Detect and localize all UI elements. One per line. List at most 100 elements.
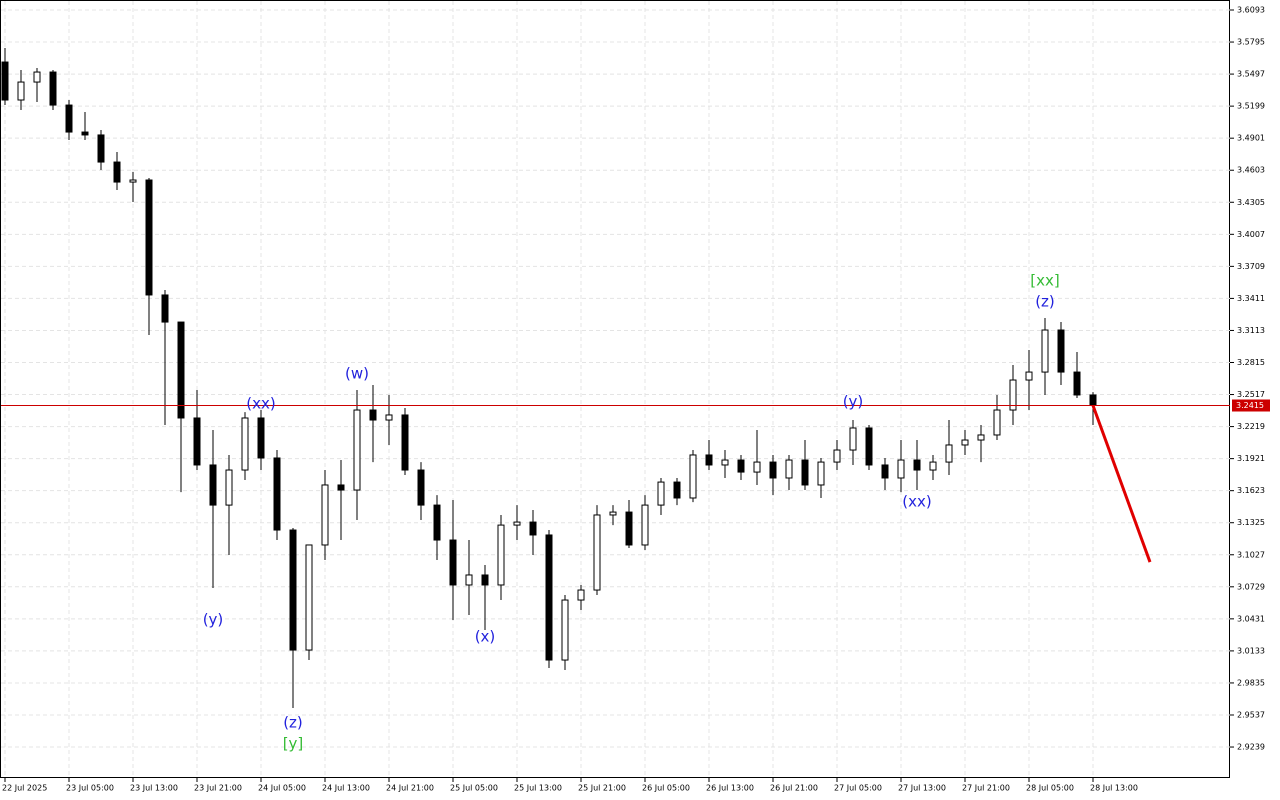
candle-body <box>1057 329 1065 373</box>
candle-body <box>337 484 345 491</box>
wave-label: [y] <box>283 735 304 753</box>
wave-label: (xx) <box>246 395 275 413</box>
candle-body <box>529 521 537 536</box>
candle-body <box>849 427 857 451</box>
wave-label: (z) <box>283 714 303 732</box>
candle-body <box>289 529 297 651</box>
wave-label: [xx] <box>1030 271 1059 289</box>
candle-body <box>49 71 57 106</box>
candle-body <box>817 461 825 486</box>
wave-label: (xx) <box>902 493 931 511</box>
candle-body <box>641 504 649 546</box>
candle-body <box>769 461 777 479</box>
y-tick-label: 3.0729 <box>1237 582 1265 591</box>
candle-body <box>929 461 937 471</box>
wave-label: (y) <box>203 611 224 629</box>
candle-body <box>177 321 185 419</box>
last-price-box <box>1232 399 1270 412</box>
candle-body <box>977 434 985 441</box>
candle-body <box>577 589 585 601</box>
candle-body <box>705 454 713 466</box>
x-tick-label: 24 Jul 05:00 <box>258 784 306 793</box>
candle-body <box>961 439 969 446</box>
last-price-label: 3.2415 <box>1236 401 1264 410</box>
x-tick-label: 25 Jul 21:00 <box>578 784 626 793</box>
x-tick-label: 24 Jul 21:00 <box>386 784 434 793</box>
candle-body <box>689 454 697 499</box>
candle-body <box>881 464 889 479</box>
y-tick-label: 3.5795 <box>1237 38 1265 47</box>
candle-body <box>433 504 441 541</box>
y-tick-label: 2.9835 <box>1237 678 1265 687</box>
candle-body <box>913 459 921 471</box>
wave-label: (x) <box>475 628 496 646</box>
candle-body <box>225 469 233 506</box>
candle-body <box>145 179 153 296</box>
wave-label: (z) <box>1035 293 1055 311</box>
candle-body <box>161 294 169 323</box>
candle-body <box>993 409 1001 436</box>
x-tick-label: 22 Jul 2025 <box>2 784 47 793</box>
candle-body <box>385 414 393 421</box>
candle-body <box>721 459 729 466</box>
candle-body <box>1073 371 1081 396</box>
y-tick-label: 3.3709 <box>1237 262 1265 271</box>
candle-body <box>369 409 377 421</box>
candle-body <box>33 71 41 83</box>
y-tick-label: 3.5199 <box>1237 102 1265 111</box>
candle-body <box>113 161 121 183</box>
y-tick-label: 3.6093 <box>1237 6 1265 15</box>
candle-body <box>801 459 809 486</box>
wave-label: (y) <box>843 393 864 411</box>
candle-body <box>401 414 409 471</box>
candle-body <box>1 61 9 101</box>
candle-body <box>417 469 425 506</box>
y-tick-label: 3.1921 <box>1237 454 1265 463</box>
y-tick-label: 3.2815 <box>1237 358 1265 367</box>
x-tick-label: 25 Jul 05:00 <box>450 784 498 793</box>
candle-body <box>257 417 265 459</box>
candle-body <box>1009 379 1017 411</box>
x-tick-label: 27 Jul 21:00 <box>962 784 1010 793</box>
candle-body <box>17 81 25 101</box>
candle-body <box>609 511 617 516</box>
y-tick-label: 3.0431 <box>1237 614 1265 623</box>
wave-label: (w) <box>345 364 369 382</box>
candle-body <box>209 464 217 506</box>
y-tick-label: 3.2219 <box>1237 422 1265 431</box>
candle-body <box>273 457 281 531</box>
candle-body <box>945 444 953 463</box>
y-tick-label: 3.2517 <box>1237 390 1265 399</box>
candle-body <box>481 574 489 586</box>
candle-body <box>737 459 745 473</box>
y-tick-label: 3.4305 <box>1237 198 1265 207</box>
candle-body <box>785 459 793 479</box>
x-tick-label: 23 Jul 21:00 <box>194 784 242 793</box>
forecast-line <box>1091 404 1152 563</box>
candle-body <box>753 461 761 473</box>
x-tick-label: 26 Jul 21:00 <box>770 784 818 793</box>
candle-body <box>1041 329 1049 373</box>
candle-body <box>497 524 505 586</box>
candle-body <box>465 574 473 586</box>
y-tick-label: 3.3113 <box>1237 326 1265 335</box>
y-tick-label: 2.9239 <box>1237 743 1265 752</box>
x-tick-label: 26 Jul 05:00 <box>642 784 690 793</box>
candle-body <box>625 511 633 546</box>
y-tick-label: 3.4901 <box>1237 134 1265 143</box>
candle-body <box>1025 371 1033 381</box>
candle-body <box>545 534 553 661</box>
x-tick-label: 24 Jul 13:00 <box>322 784 370 793</box>
x-tick-label: 25 Jul 13:00 <box>514 784 562 793</box>
candle-body <box>513 521 521 526</box>
candle-body <box>897 459 905 479</box>
candle-body <box>193 417 201 466</box>
candle-body <box>97 134 105 163</box>
y-tick-label: 3.3411 <box>1237 294 1265 303</box>
x-tick-label: 28 Jul 13:00 <box>1090 784 1138 793</box>
candle-body <box>673 481 681 499</box>
y-tick-label: 3.0133 <box>1237 646 1265 655</box>
x-tick-label: 27 Jul 05:00 <box>834 784 882 793</box>
